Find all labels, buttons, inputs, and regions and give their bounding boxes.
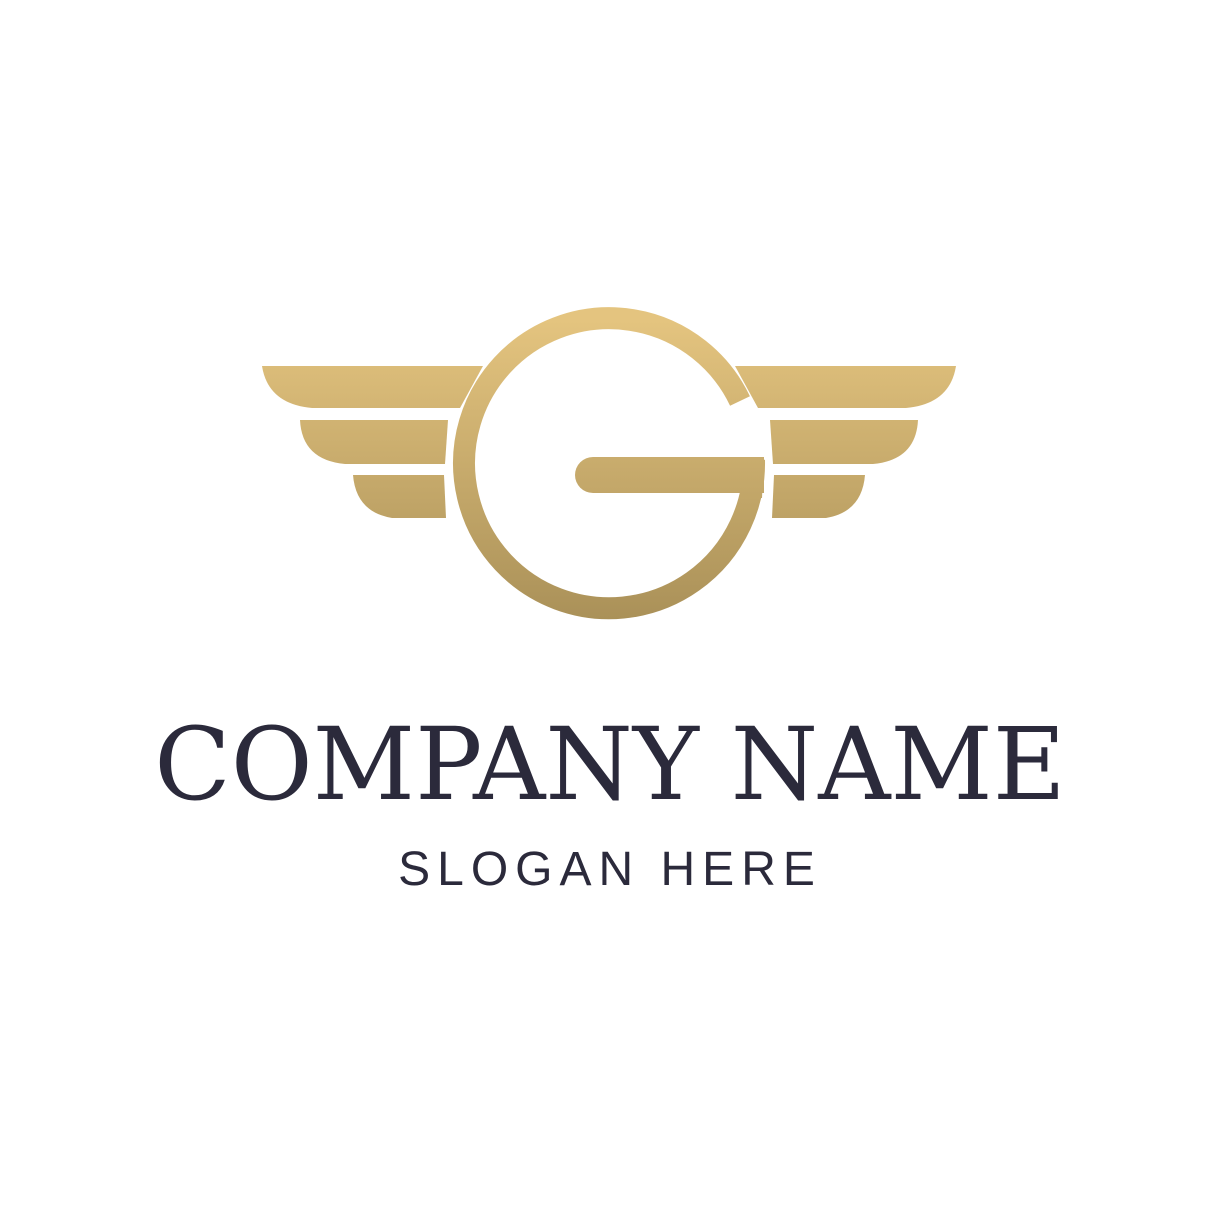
- left-wing-middle-feather: [300, 420, 448, 464]
- right-wing-top-feather: [735, 366, 956, 408]
- slogan: SLOGAN HERE: [398, 843, 822, 896]
- left-wing-top-feather: [262, 366, 483, 408]
- company-name: COMPANY NAME: [154, 706, 1066, 823]
- left-wing-bottom-feather: [353, 475, 446, 518]
- letter-g-arc: [453, 307, 766, 620]
- right-wing-middle-feather: [770, 420, 918, 464]
- letter-g-stem: [742, 457, 764, 498]
- winged-letter-g-icon: [262, 307, 956, 620]
- right-wing-bottom-feather: [772, 475, 865, 518]
- letter-g-crossbar: [575, 457, 764, 493]
